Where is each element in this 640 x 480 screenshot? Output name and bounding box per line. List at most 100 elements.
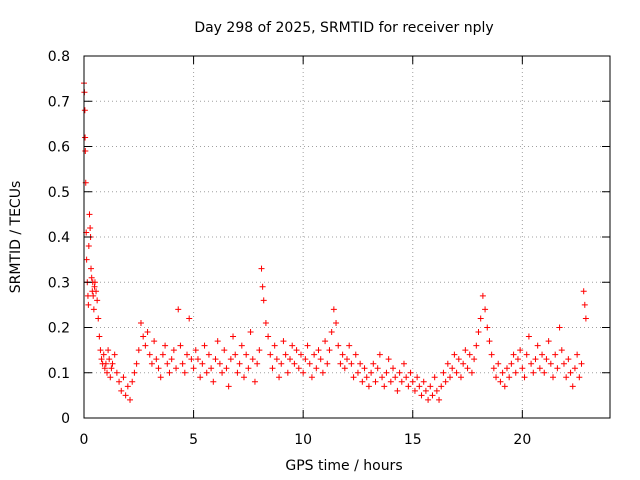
data-point [85, 301, 92, 308]
data-point [565, 356, 572, 363]
data-point [225, 383, 232, 390]
data-point [212, 356, 219, 363]
data-point [269, 365, 276, 372]
data-point [550, 374, 557, 381]
data-point [539, 351, 546, 358]
data-point [90, 306, 97, 313]
data-point [352, 351, 359, 358]
data-point [405, 383, 412, 390]
data-point [97, 347, 104, 354]
data-point [131, 369, 138, 376]
y-tick-label: 0.2 [48, 321, 70, 337]
data-point [308, 374, 315, 381]
data-point [177, 342, 184, 349]
data-point [409, 378, 416, 385]
data-point [514, 356, 521, 363]
data-point [116, 378, 123, 385]
chart-title: Day 298 of 2025, SRMTID for receiver npl… [194, 20, 493, 36]
data-point [528, 360, 535, 367]
data-point [387, 378, 394, 385]
data-point [324, 360, 331, 367]
data-point [181, 369, 188, 376]
data-point [363, 374, 370, 381]
data-point [168, 356, 175, 363]
data-point [159, 351, 166, 358]
data-point [319, 369, 326, 376]
y-tick-label: 0.6 [48, 140, 70, 156]
data-point [214, 338, 221, 345]
data-point [416, 383, 423, 390]
data-point [304, 342, 311, 349]
data-point [280, 338, 287, 345]
data-point [372, 378, 379, 385]
data-point [440, 369, 447, 376]
data-point [341, 365, 348, 372]
data-point [403, 374, 410, 381]
data-point [479, 292, 486, 299]
data-point [396, 369, 403, 376]
data-point [521, 374, 528, 381]
data-point [175, 306, 182, 313]
data-point [442, 378, 449, 385]
data-point [457, 374, 464, 381]
data-point [271, 342, 278, 349]
data-point [420, 378, 427, 385]
data-point [313, 365, 320, 372]
data-point [444, 360, 451, 367]
data-point [414, 374, 421, 381]
data-point [276, 374, 283, 381]
data-point [87, 224, 94, 231]
data-point [532, 356, 539, 363]
data-point [475, 329, 482, 336]
data-point [179, 360, 186, 367]
grid [84, 56, 610, 418]
data-point [240, 374, 247, 381]
data-point [295, 365, 302, 372]
data-point [517, 347, 524, 354]
data-point [120, 374, 127, 381]
data-point [560, 360, 567, 367]
data-point [186, 315, 193, 322]
data-point [230, 333, 237, 340]
data-point [361, 365, 368, 372]
y-tick-label: 0.8 [48, 49, 70, 65]
data-point [530, 369, 537, 376]
data-point [98, 356, 105, 363]
data-point [129, 378, 136, 385]
data-point [407, 369, 414, 376]
data-point [350, 374, 357, 381]
data-point [460, 360, 467, 367]
data-point [390, 365, 397, 372]
data-point [140, 333, 147, 340]
data-point [133, 360, 140, 367]
data-point [254, 360, 261, 367]
data-point [100, 351, 107, 358]
data-point [122, 392, 129, 399]
data-point [525, 333, 532, 340]
data-point [552, 351, 559, 358]
data-point [453, 369, 460, 376]
data-point [512, 369, 519, 376]
data-point [155, 365, 162, 372]
data-point [216, 360, 223, 367]
data-point [88, 265, 95, 272]
x-axis-label: GPS time / hours [285, 458, 402, 474]
data-point [102, 360, 109, 367]
data-point [262, 319, 269, 326]
data-point [574, 351, 581, 358]
data-point [109, 360, 116, 367]
data-point [170, 347, 177, 354]
data-point [422, 387, 429, 394]
data-point [333, 319, 340, 326]
data-point [256, 347, 263, 354]
y-tick-label: 0 [61, 411, 70, 427]
data-point [95, 315, 102, 322]
data-point [429, 392, 436, 399]
data-point [383, 369, 390, 376]
data-point [385, 356, 392, 363]
data-point [569, 383, 576, 390]
data-point [506, 374, 513, 381]
data-point [192, 347, 199, 354]
data-point [477, 315, 484, 322]
data-point [190, 365, 197, 372]
